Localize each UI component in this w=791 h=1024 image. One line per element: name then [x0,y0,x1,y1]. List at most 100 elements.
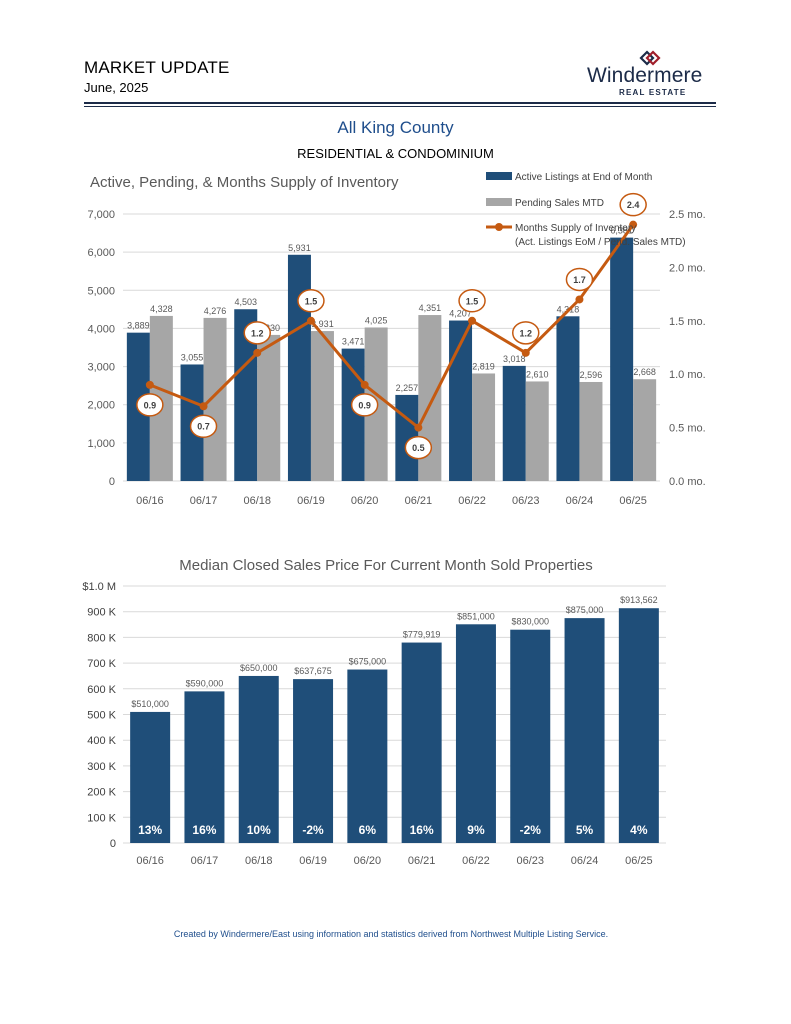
active-listings-bar [287,254,311,481]
y-tick-label: 300 K [87,761,116,773]
months-supply-label: 1.2 [519,328,532,338]
months-supply-point [145,380,154,389]
y-tick-label: 5,000 [87,285,115,297]
x-tick-label: 06/19 [299,855,327,867]
yoy-change-label: 6% [359,823,377,837]
logo-subtitle: REAL ESTATE [619,88,687,97]
y-tick-label: 1,000 [87,438,115,450]
active-value-label: 3,018 [503,354,526,364]
x-tick-label: 06/17 [191,855,219,867]
windermere-logo: Windermere REAL ESTATE [582,48,720,104]
months-supply-label-bubble [404,435,433,460]
median-price-bar [184,691,225,843]
active-listings-bar [449,320,473,481]
active-value-label: 2,257 [396,383,419,393]
y-tick-label: 700 K [87,658,116,670]
months-supply-label: 1.7 [573,275,586,285]
x-tick-label: 06/25 [625,855,653,867]
active-value-label: 3,055 [181,352,204,362]
months-supply-label-bubble [512,321,540,345]
chart-title: Active, Pending, & Months Supply of Inve… [90,174,399,191]
pending-value-label: 2,819 [472,361,495,371]
inventory-chart: Active, Pending, & Months Supply of Inve… [87,172,706,507]
months-supply-label: 1.5 [466,296,479,306]
y-tick-label: 800 K [87,632,116,644]
legend-pending-label: Pending Sales MTD [515,198,604,209]
yoy-change-label: 13% [138,823,162,837]
region-subtitle: RESIDENTIAL & CONDOMINIUM [297,146,494,161]
price-value-label: $510,000 [131,699,169,709]
y-tick-label: 3,000 [87,362,115,374]
active-value-label: 4,207 [449,309,472,319]
months-supply-label: 1.2 [251,328,264,338]
legend-supply-label: Months Supply of Inventory [515,223,636,234]
price-value-label: $913,562 [620,595,658,605]
active-value-label: 3,471 [342,337,365,347]
y-tick-label: 400 K [87,735,116,747]
x-tick-label: 06/20 [354,855,382,867]
pending-sales-bar [203,317,227,481]
median-price-bar [455,624,496,843]
yoy-change-label: -2% [520,823,542,837]
y-tick-label: 500 K [87,710,116,722]
months-supply-point [414,423,423,432]
months-supply-label-bubble [619,192,647,217]
x-tick-label: 06/23 [512,495,540,507]
x-tick-label: 06/21 [408,855,436,867]
pending-value-label: 3,931 [311,319,334,329]
legend-active-swatch [486,172,512,180]
yoy-change-label: 16% [410,823,434,837]
months-supply-label: 0.9 [358,400,371,410]
x-tick-label: 06/24 [566,495,594,507]
price-value-label: $875,000 [566,605,604,615]
y-tick-label: 200 K [87,787,116,799]
yoy-change-label: 4% [630,823,648,837]
yoy-change-label: -2% [302,823,324,837]
months-supply-label: 0.9 [144,400,157,410]
months-supply-label: 1.5 [305,296,318,306]
months-supply-label: 0.7 [197,422,210,432]
pending-value-label: 2,610 [526,369,549,379]
active-value-label: 4,503 [234,297,257,307]
months-supply-label-bubble [136,393,164,417]
months-supply-point [253,348,262,357]
active-value-label: 3,889 [127,321,150,331]
months-supply-label: 0.5 [412,443,425,453]
header-rule-thin [84,106,716,107]
median-price-bar [510,629,551,843]
x-tick-label: 06/16 [136,855,164,867]
median-price-bar [293,679,334,843]
months-supply-point [575,295,584,304]
header-rule [84,102,716,104]
x-tick-label: 06/21 [405,495,433,507]
pending-sales-bar [257,334,281,481]
active-listings-bar [610,237,634,481]
median-price-chart: Median Closed Sales Price For Current Mo… [82,557,666,867]
months-supply-label-bubble [350,393,379,417]
x-tick-label: 06/16 [136,495,164,507]
months-supply-label-bubble [458,289,486,313]
median-price-bar [347,669,388,843]
region-title: All King County [337,118,454,137]
price-value-label: $851,000 [457,611,495,621]
x-tick-label: 06/23 [516,855,544,867]
y-tick-label: 0 [110,838,116,850]
pending-sales-bar [633,379,657,481]
median-price-bar [130,711,171,843]
months-supply-label-bubble [297,289,325,313]
x-tick-label: 06/20 [351,495,379,507]
pending-sales-bar [579,381,603,481]
months-supply-point [360,380,369,389]
x-tick-label: 06/19 [297,495,325,507]
y2-tick-label: 2.5 mo. [669,209,706,221]
pending-value-label: 2,668 [633,367,656,377]
median-price-bar [564,618,605,843]
pending-sales-bar [472,373,496,481]
report-date: June, 2025 [84,80,149,95]
active-listings-bar [341,348,365,481]
price-value-label: $779,919 [403,630,441,640]
x-tick-label: 06/25 [619,495,647,507]
windermere-w-mark-icon [639,50,661,66]
active-listings-bar [395,394,419,481]
price-value-label: $637,675 [294,666,332,676]
